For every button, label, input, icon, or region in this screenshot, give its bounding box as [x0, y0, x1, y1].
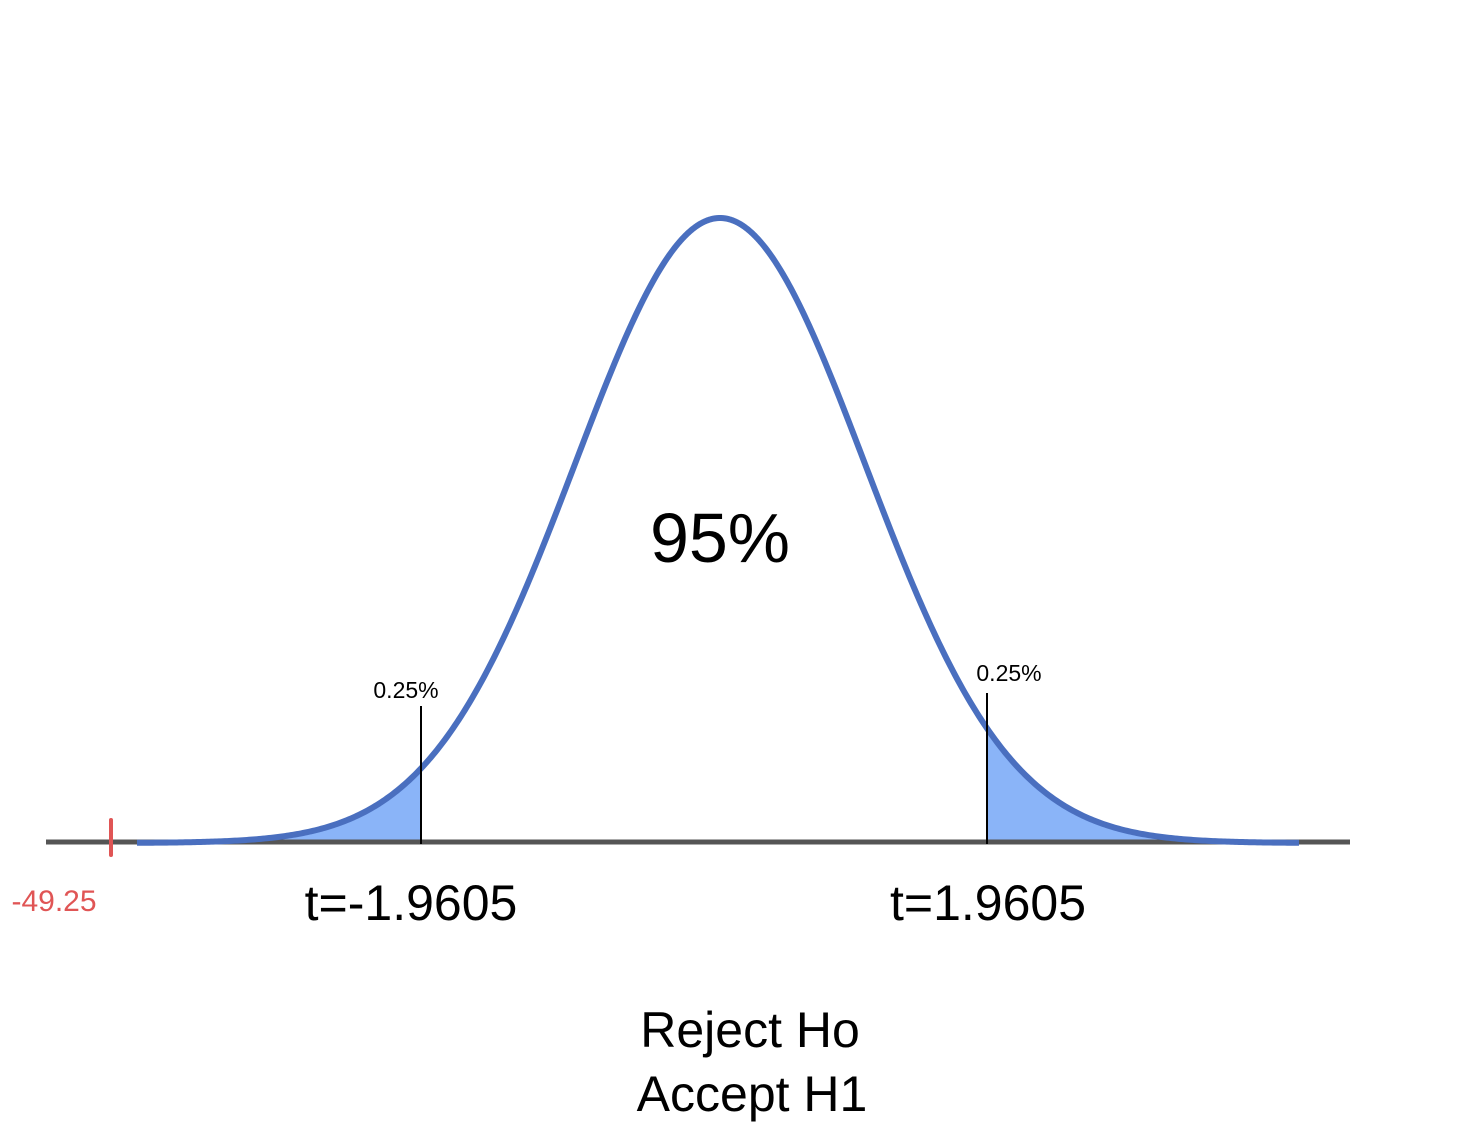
conclusion-line-2: Accept H1 [637, 1066, 868, 1122]
left-critical-value-label: t=-1.9605 [305, 875, 518, 931]
right-tail-percent-label: 0.25% [976, 660, 1041, 686]
center-percent-label: 95% [650, 499, 790, 577]
left-rejection-region [137, 768, 421, 843]
right-critical-value-label: t=1.9605 [890, 875, 1086, 931]
right-rejection-region [987, 728, 1300, 843]
left-tail-percent-label: 0.25% [373, 677, 438, 703]
bell-curve [136, 215, 1300, 846]
test-statistic-label: -49.25 [11, 885, 96, 918]
conclusion-line-1: Reject Ho [640, 1002, 860, 1058]
